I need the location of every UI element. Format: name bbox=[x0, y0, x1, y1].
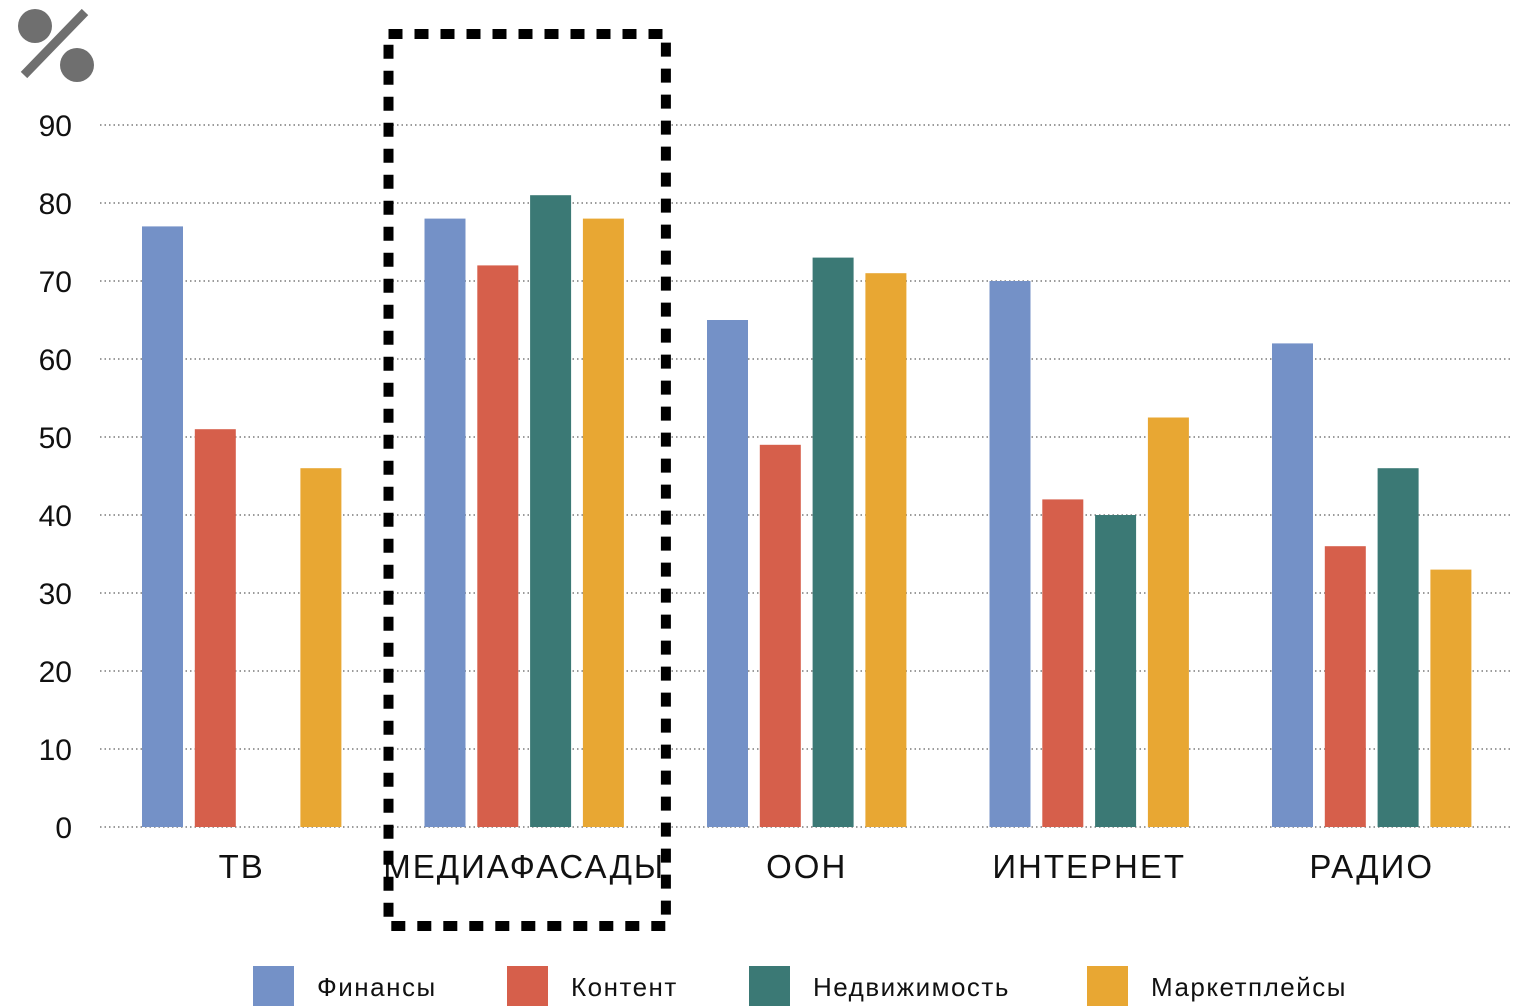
y-axis: 0 10 20 30 40 50 60 70 80 90 bbox=[39, 110, 72, 845]
x-tick-label: МЕДИАФАСАДЫ bbox=[383, 848, 665, 885]
percent-unit-icon bbox=[18, 8, 94, 82]
bar-5-4 bbox=[1430, 569, 1472, 827]
bar-4-2 bbox=[1042, 499, 1084, 827]
y-tick-label: 50 bbox=[39, 422, 72, 455]
x-axis: ТВ МЕДИАФАСАДЫ ООН ИНТЕРНЕТ РАДИО bbox=[219, 848, 1434, 885]
bar-4-1 bbox=[989, 281, 1031, 827]
x-tick-label: ООН bbox=[766, 848, 847, 885]
bar-2-1 bbox=[424, 218, 466, 828]
legend-swatch bbox=[749, 966, 790, 1006]
y-tick-label: 0 bbox=[55, 812, 72, 845]
percent-icon-dot-bottom bbox=[60, 48, 94, 82]
highlight-box bbox=[383, 29, 671, 931]
y-tick-label: 60 bbox=[39, 344, 72, 377]
percent-icon-slash bbox=[20, 8, 89, 79]
y-tick-label: 90 bbox=[39, 110, 72, 143]
bar-5-2 bbox=[1324, 546, 1366, 827]
bar-4-3 bbox=[1095, 515, 1137, 827]
bar-2-3 bbox=[530, 195, 572, 827]
bar-3-3 bbox=[812, 257, 854, 828]
percent-icon-dot-top bbox=[18, 9, 52, 43]
legend-label: Недвижимость bbox=[813, 972, 1010, 1002]
bars bbox=[142, 195, 1472, 828]
y-tick-label: 30 bbox=[39, 578, 72, 611]
legend-label: Финансы bbox=[317, 972, 437, 1002]
y-tick-label: 40 bbox=[39, 500, 72, 533]
legend: Финансы Контент Недвижимость Маркетплейсы bbox=[253, 966, 1347, 1006]
legend-swatch bbox=[253, 966, 294, 1006]
legend-swatch bbox=[507, 966, 548, 1006]
bar-5-1 bbox=[1272, 343, 1313, 827]
bar-3-2 bbox=[759, 444, 801, 827]
bar-1-2 bbox=[194, 429, 236, 827]
legend-label: Контент bbox=[571, 972, 678, 1002]
highlight-layer bbox=[383, 29, 671, 931]
bar-4-4 bbox=[1147, 417, 1189, 827]
bar-2-4 bbox=[582, 218, 624, 828]
legend-label: Маркетплейсы bbox=[1151, 972, 1347, 1002]
bar-2-2 bbox=[477, 265, 519, 827]
bar-3-4 bbox=[865, 273, 907, 827]
y-tick-label: 80 bbox=[39, 188, 72, 221]
x-tick-label: ИНТЕРНЕТ bbox=[992, 848, 1186, 885]
bar-3-1 bbox=[707, 320, 748, 827]
bar-1-1 bbox=[142, 226, 183, 827]
x-tick-label: РАДИО bbox=[1309, 848, 1434, 885]
bar-5-3 bbox=[1377, 468, 1419, 827]
bar-1-4 bbox=[300, 468, 342, 827]
y-tick-label: 20 bbox=[39, 656, 72, 689]
y-tick-label: 70 bbox=[39, 266, 72, 299]
y-tick-label: 10 bbox=[39, 734, 72, 767]
legend-swatch bbox=[1087, 966, 1128, 1006]
x-tick-label: ТВ bbox=[219, 848, 265, 885]
